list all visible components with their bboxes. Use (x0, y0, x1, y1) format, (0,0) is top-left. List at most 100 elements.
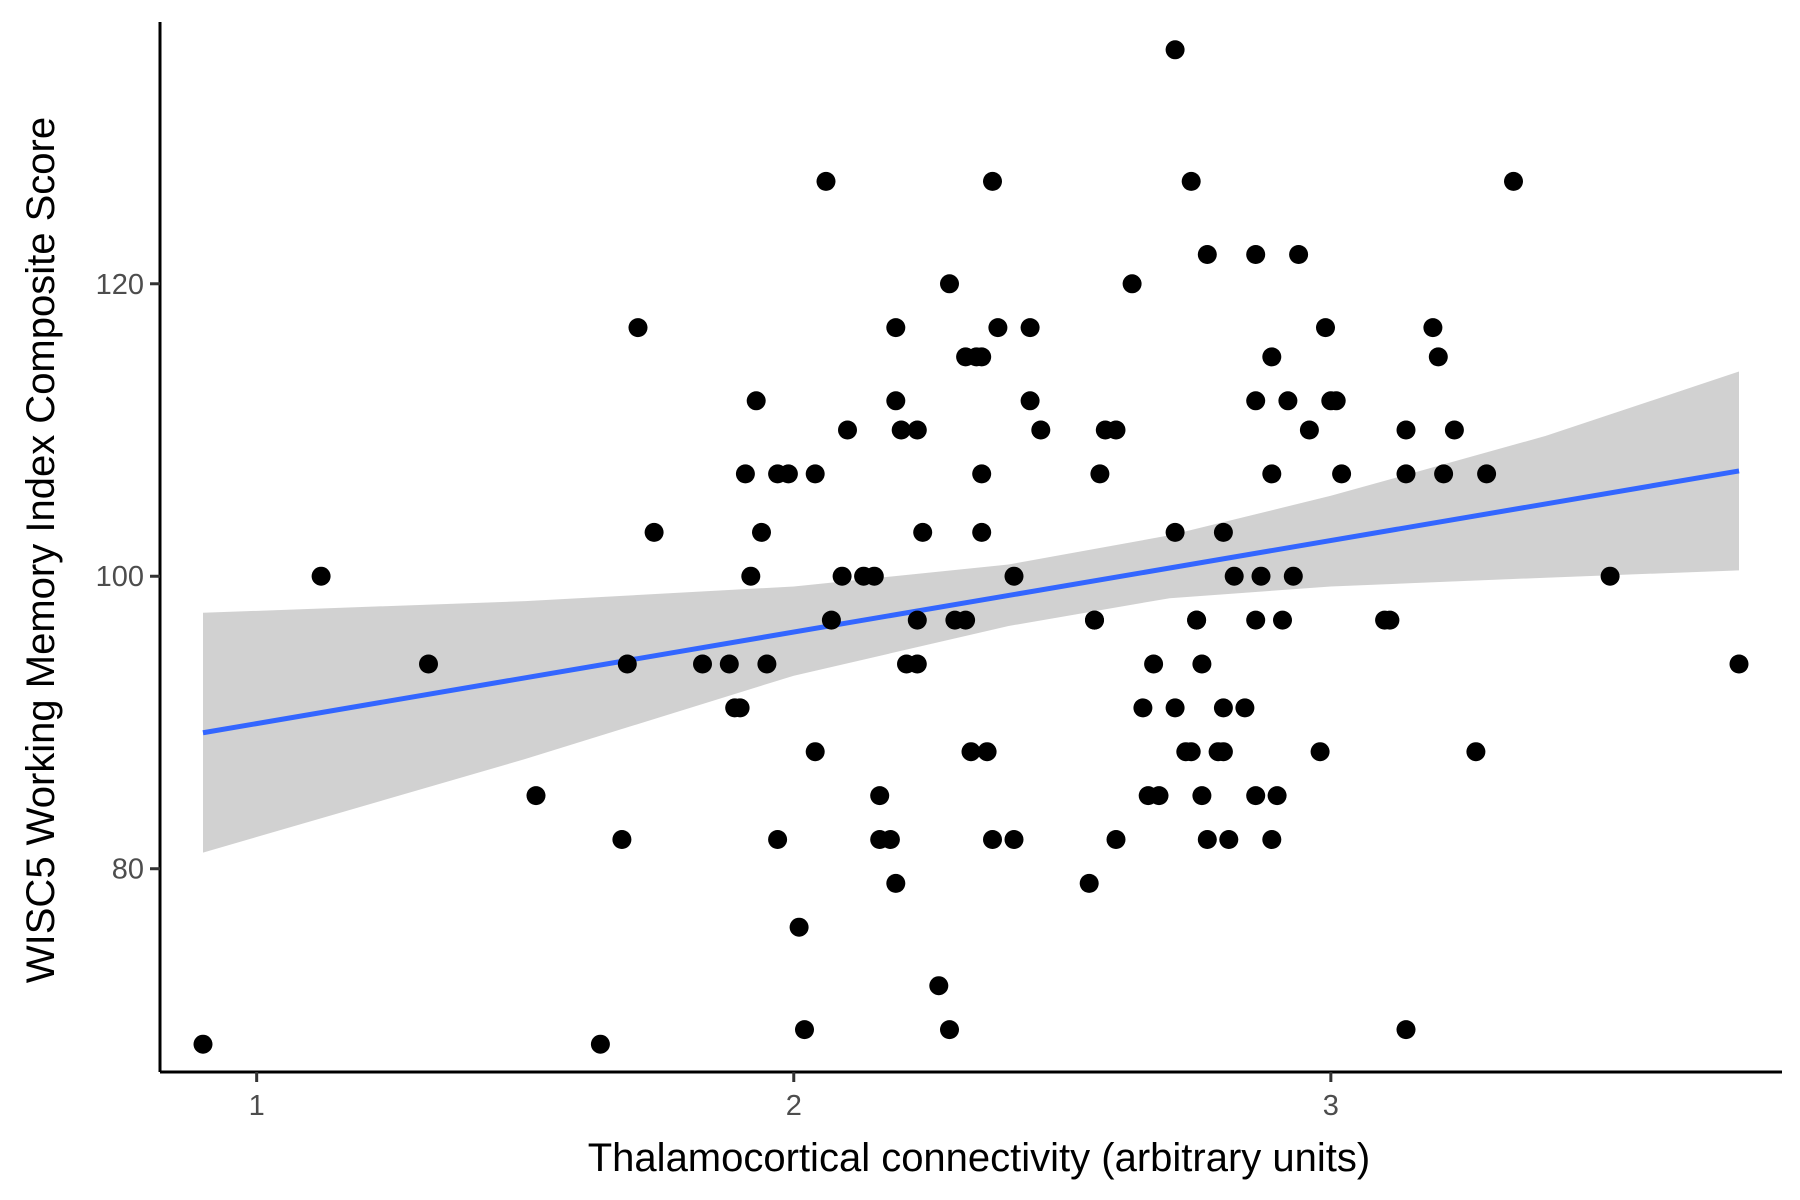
data-point (795, 1020, 814, 1040)
data-point (1262, 464, 1282, 484)
data-point (805, 464, 825, 484)
data-point (1289, 245, 1309, 264)
data-point (1332, 464, 1352, 484)
data-point (778, 464, 798, 484)
data-point (886, 873, 906, 893)
data-point (832, 566, 852, 586)
data-point (1085, 610, 1104, 630)
data-point (913, 522, 933, 542)
data-point (1444, 420, 1464, 440)
data-point (940, 274, 959, 294)
data-point (1380, 610, 1400, 630)
data-point (977, 742, 997, 762)
data-point (757, 654, 777, 674)
data-point (983, 171, 1002, 191)
data-point (972, 464, 992, 484)
data-point (1299, 420, 1319, 440)
data-point (880, 830, 900, 849)
data-point (1246, 391, 1266, 411)
data-point (735, 464, 755, 484)
data-point (1246, 610, 1266, 630)
x-axis-title: Thalamocortical connectivity (arbitrary … (588, 1136, 1370, 1180)
y-axis-title: WISC5 Working Memory Index Composite Sco… (19, 117, 63, 983)
data-point (1122, 274, 1142, 294)
data-point (1423, 318, 1443, 338)
data-point (1181, 742, 1201, 762)
data-point (983, 830, 1002, 849)
data-point (1273, 610, 1292, 630)
data-point (1267, 786, 1287, 806)
data-point (1729, 654, 1749, 674)
data-point (730, 698, 750, 718)
data-point (526, 786, 546, 806)
data-point (419, 654, 438, 674)
data-point (1079, 873, 1099, 893)
data-point (617, 654, 637, 674)
data-point (1316, 318, 1335, 338)
data-point (719, 654, 739, 674)
axes-layer (158, 22, 1782, 1074)
data-point (988, 318, 1008, 338)
data-point (1020, 391, 1040, 411)
data-point (1428, 347, 1448, 367)
data-point (1165, 522, 1185, 542)
x-tick-label: 2 (786, 1090, 802, 1122)
data-point (1396, 464, 1416, 484)
data-point (929, 976, 949, 996)
data-point (1246, 245, 1266, 264)
ticks-layer: 1 2 3 80 100 120 (96, 269, 1339, 1122)
data-point (870, 786, 890, 806)
data-point (1477, 464, 1497, 484)
data-point (891, 420, 911, 440)
data-point (1004, 830, 1024, 849)
data-point (1192, 654, 1212, 674)
data-point (821, 610, 841, 630)
data-point (1396, 420, 1416, 440)
data-point (1235, 698, 1255, 718)
y-tick-label: 100 (96, 561, 144, 593)
y-tick-label: 80 (112, 854, 144, 886)
data-point (805, 742, 825, 762)
data-point (1090, 464, 1110, 484)
data-point (1144, 654, 1164, 674)
data-point (1396, 1020, 1416, 1040)
data-point (864, 566, 884, 586)
data-point (886, 391, 906, 411)
data-points-layer (193, 40, 1749, 1054)
data-point (816, 171, 836, 191)
data-point (907, 610, 927, 630)
confidence-band-layer (203, 371, 1739, 853)
confidence-band (203, 371, 1739, 853)
data-point (961, 742, 981, 762)
data-point (193, 1034, 213, 1054)
data-point (940, 1020, 959, 1040)
data-point (1181, 171, 1201, 191)
data-point (1020, 318, 1040, 338)
data-point (1165, 698, 1185, 718)
regression-line-layer (202, 468, 1740, 736)
data-point (956, 610, 976, 630)
data-point (1310, 742, 1330, 762)
x-tick-label: 1 (249, 1090, 265, 1122)
data-point (1213, 742, 1233, 762)
data-point (1031, 420, 1051, 440)
data-point (1466, 742, 1486, 762)
data-point (972, 347, 992, 367)
data-point (1106, 830, 1126, 849)
data-point (1262, 830, 1282, 849)
data-point (768, 830, 788, 849)
data-point (1326, 391, 1346, 411)
data-point (1504, 171, 1523, 191)
data-point (628, 318, 648, 338)
data-point (1004, 566, 1024, 586)
data-point (1192, 786, 1212, 806)
data-point (1213, 698, 1233, 718)
data-point (1106, 420, 1126, 440)
data-point (789, 917, 809, 937)
data-point (746, 391, 766, 411)
data-point (886, 318, 906, 338)
data-point (311, 566, 331, 586)
data-point (838, 420, 857, 440)
data-point (1600, 566, 1620, 586)
data-point (907, 420, 927, 440)
